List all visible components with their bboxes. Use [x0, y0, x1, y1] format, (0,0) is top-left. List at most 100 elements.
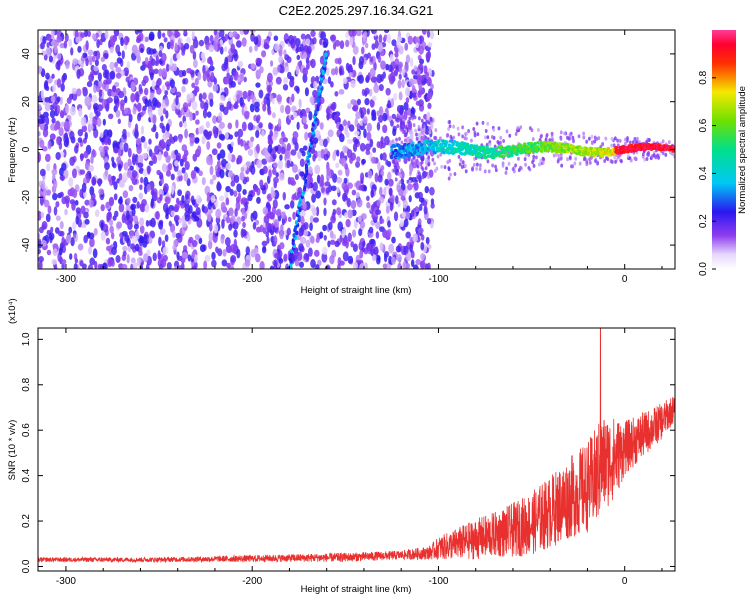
spectrogram-noise-cell [198, 93, 203, 102]
spectrogram-faint-cell [557, 157, 561, 162]
spectrogram-faint-cell [395, 137, 398, 142]
spectrogram-noise-cell [130, 203, 136, 211]
spectrogram-noise-cell [337, 221, 344, 232]
spectrogram-tone-cell [422, 150, 427, 155]
spectrogram-noise-cell [237, 136, 241, 146]
spectrogram-noise-cell [242, 221, 246, 228]
spectrogram-noise-cell [207, 201, 213, 210]
spectrogram-noise-cell [263, 215, 270, 224]
spectrogram-noise-cell [206, 111, 212, 118]
spectrogram-noise-cell [270, 186, 274, 195]
spectrogram-streak-cell [294, 220, 299, 225]
spectrogram-faint-cell [557, 153, 561, 158]
spectrogram-faint-cell [424, 166, 428, 171]
spectrogram-faint-cell [559, 136, 563, 141]
spectrogram-noise-cell [136, 102, 142, 112]
spectrogram-noise-cell [309, 222, 313, 231]
spectrogram-noise-cell [178, 264, 183, 269]
spectrogram-noise-cell [202, 108, 208, 119]
spectrogram-noise-cell [369, 98, 375, 108]
spectrogram-noise-cell [376, 199, 381, 207]
spectrogram-noise-cell [55, 151, 61, 161]
spectrogram-noise-cell [306, 181, 311, 189]
spectrogram-noise-cell [275, 76, 282, 85]
spectrogram-noise-cell [84, 199, 90, 206]
spectrogram-noise-cell [118, 90, 125, 99]
spectrogram-noise-cell [130, 263, 134, 269]
spectrogram-faint-cell [490, 134, 494, 139]
spectrogram-faint-cell [447, 127, 451, 132]
spectrogram-noise-cell [61, 74, 66, 84]
spectrogram-faint-cell [399, 173, 402, 178]
spectrogram-faint-cell [478, 163, 482, 168]
spectrogram-noise-cell [358, 56, 365, 66]
spectrogram-noise-cell [65, 59, 70, 70]
spectrogram-noise-cell [163, 151, 169, 158]
spectrogram-noise-cell [314, 130, 321, 138]
spectrogram-noise-cell [74, 258, 79, 264]
spectrogram-noise-cell [303, 222, 309, 230]
spectrogram-noise-cell [207, 80, 213, 88]
spectrogram-noise-cell [218, 133, 225, 140]
spectrogram-noise-cell [189, 134, 196, 144]
spectrogram-noise-cell [336, 177, 343, 184]
spectrogram-noise-cell [378, 84, 384, 92]
spectrogram-noise-cell [294, 141, 299, 151]
spectrogram-faint-cell [408, 179, 412, 184]
spectrogram-noise-cell [116, 57, 123, 64]
spectrogram-noise-cell [369, 56, 374, 63]
spectrogram-noise-cell [274, 145, 279, 152]
spectrogram-noise-cell [386, 33, 391, 44]
spectrogram-noise-cell [367, 52, 372, 59]
spectrogram-noise-cell [312, 217, 319, 223]
spectrogram-noise-cell [209, 35, 214, 43]
spectrogram-noise-cell [299, 261, 305, 268]
spectrogram-faint-cell [582, 131, 586, 136]
spectrogram-noise-cell [186, 178, 191, 187]
spectrogram-noise-cell [131, 235, 138, 244]
spectrogram-noise-cell [106, 97, 113, 104]
spectrogram-noise-cell [69, 106, 76, 116]
spectrogram-noise-cell [233, 229, 238, 238]
spectrogram-noise-cell [118, 179, 125, 188]
spectrogram-faint-cell [587, 136, 591, 141]
spectrogram-noise-cell [109, 61, 115, 70]
spectrogram-faint-cell [457, 154, 461, 159]
spectrogram-noise-cell [319, 38, 323, 46]
spectrogram-noise-cell [89, 257, 96, 266]
spectrogram-noise-cell [186, 67, 192, 74]
spectrogram-x-tick-label: -200 [242, 274, 262, 285]
spectrogram-noise-cell [195, 194, 202, 205]
spectrogram-noise-cell [46, 249, 52, 256]
spectrogram-noise-cell [409, 244, 413, 253]
spectrogram-faint-cell [419, 127, 423, 132]
spectrogram-faint-cell [415, 132, 418, 137]
spectrogram-noise-cell [374, 172, 379, 183]
spectrogram-faint-cell [633, 136, 637, 141]
spectrogram-noise-cell [357, 215, 362, 223]
spectrogram-faint-cell [420, 135, 424, 140]
spectrogram-noise-cell [126, 131, 131, 138]
spectrogram-noise-cell [43, 199, 50, 208]
spectrogram-faint-cell [445, 133, 449, 138]
spectrogram-noise-cell [347, 209, 354, 219]
spectrogram-noise-cell [53, 206, 58, 216]
spectrogram-noise-cell [258, 122, 263, 129]
spectrogram-noise-cell [237, 155, 242, 165]
spectrogram-noise-cell [346, 138, 353, 145]
spectrogram-noise-cell [108, 196, 115, 207]
spectrogram-noise-cell [131, 153, 136, 163]
spectrogram-noise-cell [347, 182, 354, 189]
spectrogram-noise-cell [90, 192, 96, 201]
spectrogram-noise-cell [65, 136, 70, 146]
spectrogram-noise-cell [136, 201, 140, 209]
spectrogram-noise-cell [157, 250, 161, 261]
spectrogram-noise-cell [323, 234, 327, 241]
spectrogram-noise-cell [383, 34, 388, 40]
spectrogram-noise-cell [324, 148, 328, 154]
spectrogram-noise-cell [118, 196, 123, 204]
snr-y-tick-label: 0.8 [21, 377, 32, 391]
spectrogram-noise-cell [255, 129, 260, 139]
spectrogram-y-tick-label: -40 [21, 237, 32, 252]
spectrogram-noise-cell [102, 223, 109, 233]
